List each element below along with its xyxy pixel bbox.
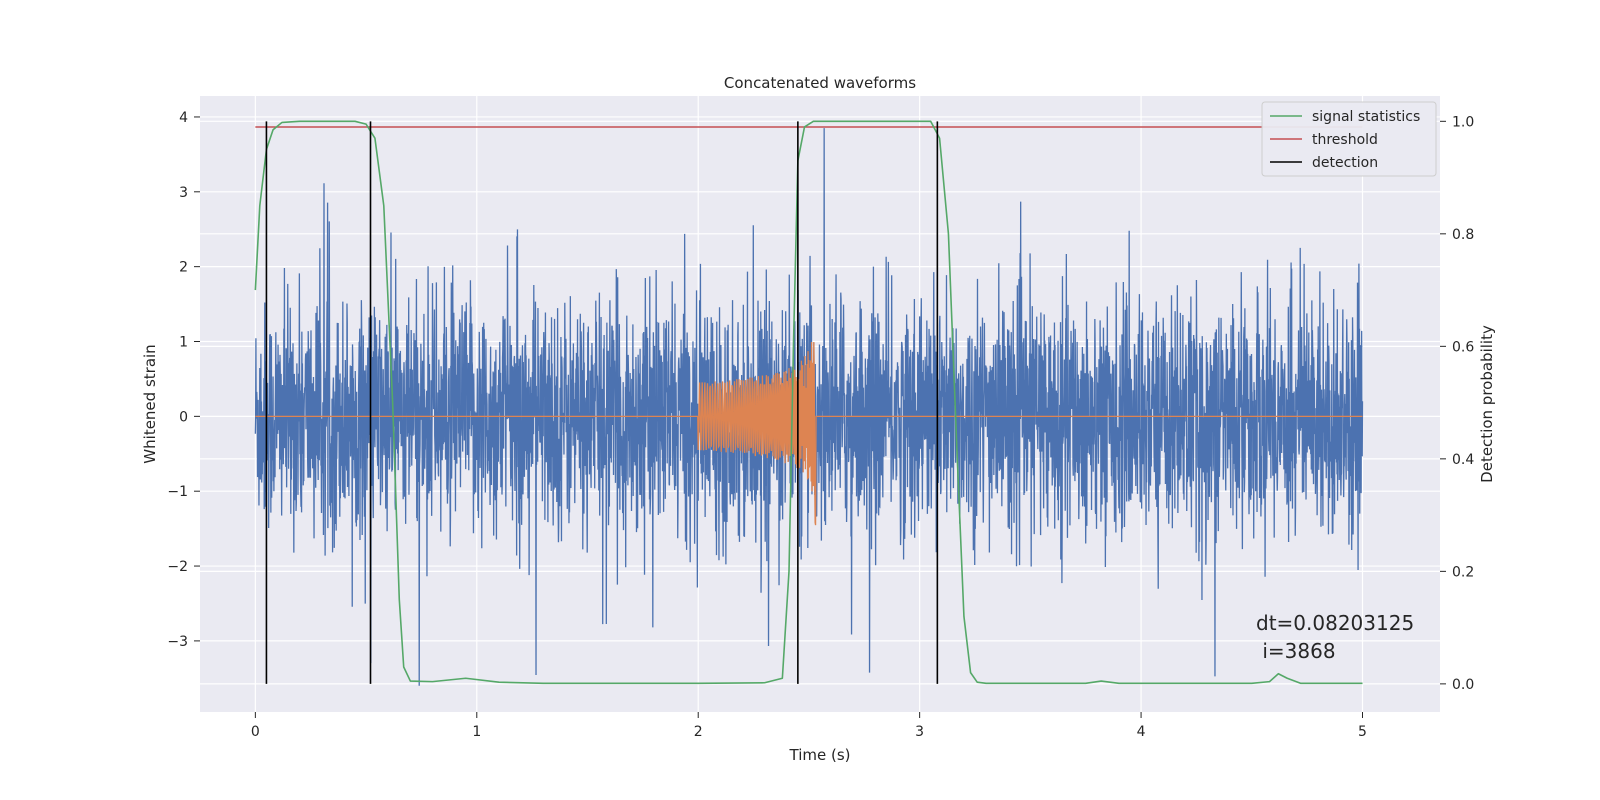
- y-axis-label: Whitened strain: [141, 344, 159, 463]
- left-axis: −3 −2 −1 0 1 2 3 4: [167, 110, 200, 650]
- x-tick-label-2: 2: [694, 724, 703, 740]
- x-axis-label: Time (s): [789, 746, 851, 764]
- y-tick-label-7: 4: [179, 110, 188, 126]
- x-tick-label-3: 3: [915, 724, 924, 740]
- y-tick-label-2: −1: [167, 484, 188, 500]
- plot-area: [254, 120, 1364, 686]
- y-axis-right-label: Detection probability: [1478, 325, 1496, 483]
- legend-label-detection: detection: [1312, 155, 1378, 171]
- annotation-dt: dt=0.08203125: [1256, 611, 1414, 635]
- x-tick-label-4: 4: [1137, 724, 1146, 740]
- y-right-tick-label-0: 0.0: [1452, 677, 1474, 693]
- right-axis: 0.0 0.2 0.4 0.6 0.8 1.0: [1440, 114, 1474, 693]
- legend: signal statistics threshold detection: [1261, 101, 1437, 177]
- x-tick-label-5: 5: [1358, 724, 1367, 740]
- y-right-tick-label-3: 0.6: [1452, 339, 1474, 355]
- legend-box: [1261, 101, 1437, 177]
- x-axis: 0 1 2 3 4 5: [251, 712, 1367, 740]
- y-right-tick-label-1: 0.2: [1452, 564, 1474, 580]
- y-tick-label-5: 2: [179, 260, 188, 276]
- chart-title: Concatenated waveforms: [724, 74, 916, 92]
- legend-label-signal-statistics: signal statistics: [1312, 109, 1420, 125]
- series-template-waveform: [255, 341, 1363, 526]
- x-tick-label-0: 0: [251, 724, 260, 740]
- legend-label-threshold: threshold: [1312, 132, 1378, 148]
- y-tick-label-3: 0: [179, 409, 188, 425]
- annotation-i: i=3868: [1256, 639, 1336, 663]
- y-right-tick-label-5: 1.0: [1452, 114, 1474, 130]
- series-signal-statistics: [254, 120, 1363, 685]
- y-right-tick-label-2: 0.4: [1452, 452, 1474, 468]
- x-tick-label-1: 1: [472, 724, 481, 740]
- y-tick-label-0: −3: [167, 634, 188, 650]
- y-tick-label-4: 1: [179, 335, 188, 351]
- y-right-tick-label-4: 0.8: [1452, 227, 1474, 243]
- y-tick-label-1: −2: [167, 559, 188, 575]
- y-tick-label-6: 3: [179, 185, 188, 201]
